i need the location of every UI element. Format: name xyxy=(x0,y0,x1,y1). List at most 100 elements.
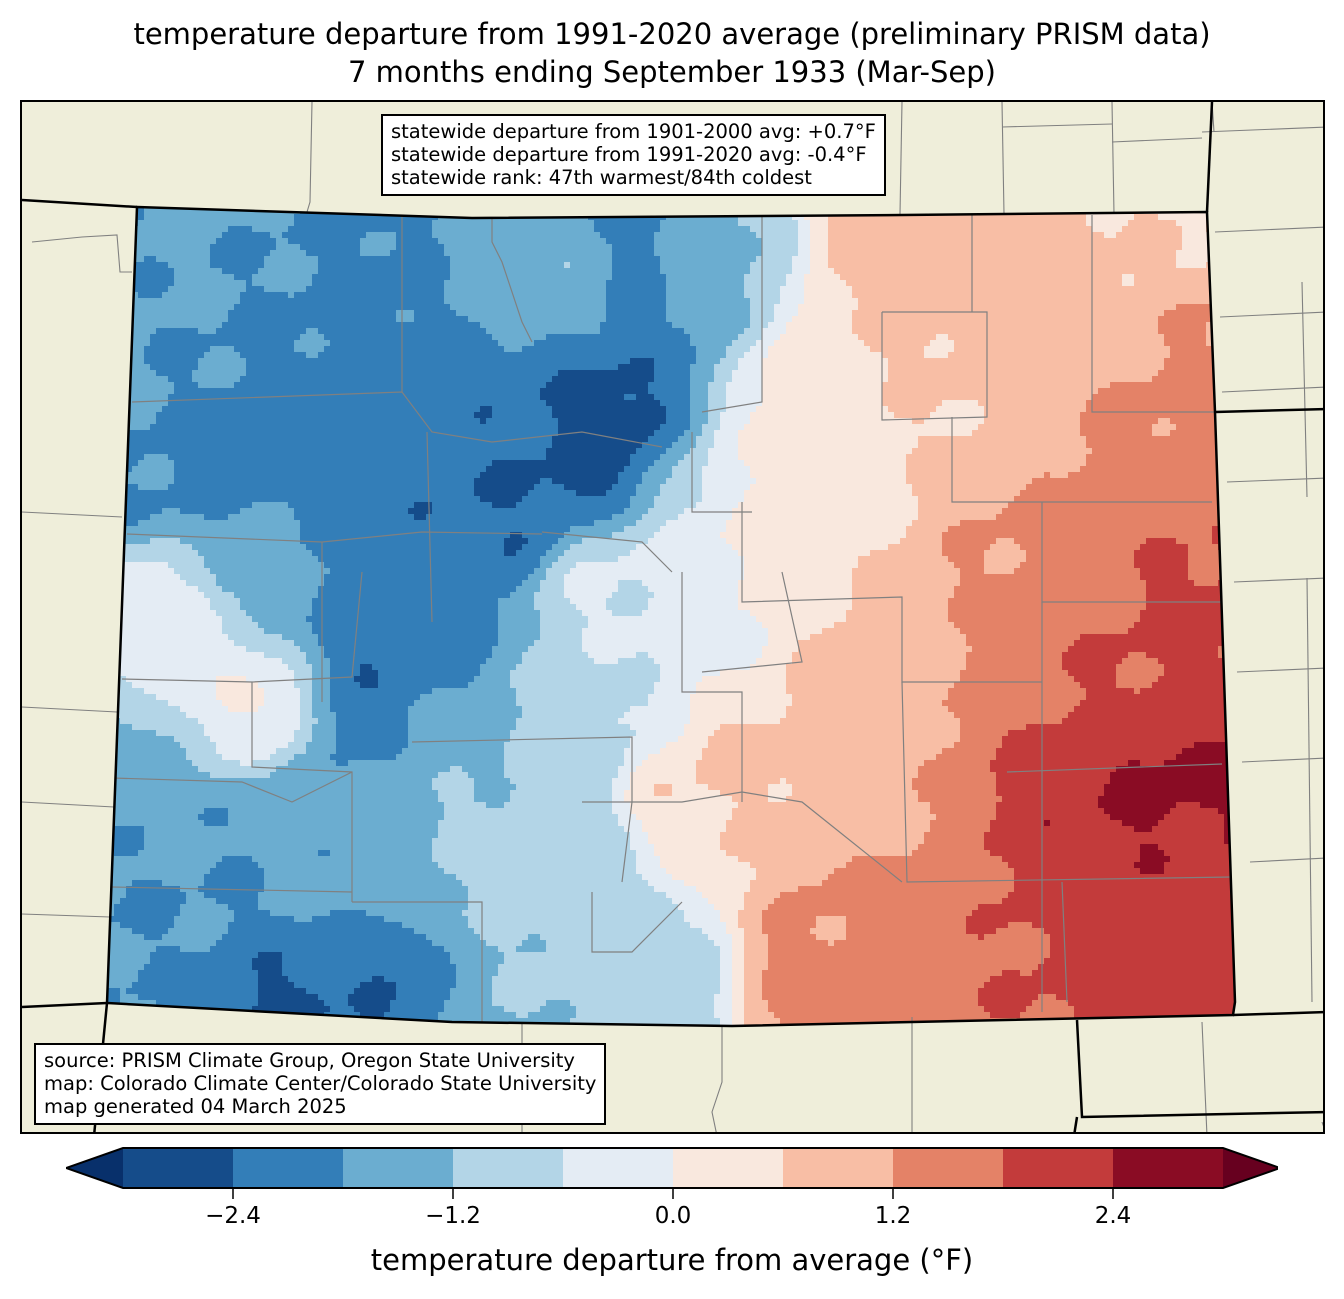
temperature-cell xyxy=(708,454,739,461)
temperature-cell xyxy=(684,730,715,737)
temperature-cell xyxy=(1122,274,1135,281)
temperature-cell xyxy=(582,538,649,545)
temperature-cell xyxy=(798,238,811,245)
temperature-cell xyxy=(258,682,295,689)
temperature-cell xyxy=(1164,814,1225,821)
temperature-cell xyxy=(107,802,445,809)
temperature-cell xyxy=(744,946,769,953)
temperature-cell xyxy=(642,610,751,617)
temperature-cell xyxy=(768,964,1039,971)
temperature-cell xyxy=(1098,796,1235,803)
temperature-cell xyxy=(1086,460,1235,467)
temperature-cell xyxy=(432,232,601,239)
temperature-cell xyxy=(630,772,697,779)
temperature-cell xyxy=(234,274,253,281)
county-line xyxy=(121,571,363,683)
temperature-cell xyxy=(582,640,769,647)
temperature-cell xyxy=(1230,280,1235,287)
temperature-cell xyxy=(300,700,313,707)
temperature-cell xyxy=(930,412,985,419)
temperature-cell xyxy=(480,670,511,677)
temperature-cell xyxy=(828,238,1183,245)
temperature-cell xyxy=(654,850,727,857)
temperature-cell xyxy=(954,622,1135,629)
temperature-cell xyxy=(774,898,1003,905)
temperature-cell xyxy=(107,256,145,263)
temperature-cell xyxy=(720,838,925,845)
temperature-cell xyxy=(1218,544,1235,551)
temperature-cell xyxy=(432,850,637,857)
temperature-cell xyxy=(1140,844,1159,851)
temperature-cell xyxy=(264,286,307,293)
temperature-cell xyxy=(396,754,505,761)
temperature-cell xyxy=(852,856,1003,863)
temperature-cell xyxy=(450,988,493,995)
temperature-cell xyxy=(444,1006,505,1013)
temperature-cell xyxy=(744,460,907,467)
temperature-cell xyxy=(1044,472,1051,479)
county-line xyxy=(1006,763,1223,773)
temperature-cell xyxy=(738,364,763,371)
temperature-cell xyxy=(162,934,223,941)
temperature-cell xyxy=(372,664,481,671)
temperature-cell xyxy=(450,994,493,1001)
temperature-cell xyxy=(918,790,997,797)
temperature-cell xyxy=(744,988,763,995)
temperature-cell xyxy=(984,844,1141,851)
temperature-cell xyxy=(726,928,745,935)
temperature-cell xyxy=(1086,454,1235,461)
temperature-cell xyxy=(792,214,805,221)
temperature-cell xyxy=(492,976,721,983)
temperature-cell xyxy=(1134,562,1189,569)
temperature-cell xyxy=(252,280,313,287)
temperature-cell xyxy=(174,1024,253,1026)
temperature-cell xyxy=(1104,784,1235,791)
temperature-cell xyxy=(107,694,157,701)
temperature-cell xyxy=(1224,820,1235,827)
temperature-cell xyxy=(204,352,241,359)
temperature-cell xyxy=(732,958,745,965)
temperature-cell xyxy=(107,394,169,401)
temperature-cell xyxy=(198,586,223,593)
temperature-cell xyxy=(1128,652,1147,659)
temperature-cell xyxy=(234,592,319,599)
temperature-cell xyxy=(120,994,139,1001)
temperature-cell xyxy=(486,466,625,473)
temperature-field xyxy=(107,207,1235,1026)
temperature-cell xyxy=(690,700,793,707)
temperature-cell xyxy=(960,520,1219,527)
temperature-cell xyxy=(516,550,547,557)
temperature-cell xyxy=(804,274,841,281)
temperature-cell xyxy=(960,580,1147,587)
temperature-cell xyxy=(1146,538,1177,545)
temperature-cell xyxy=(534,340,691,347)
temperature-cell xyxy=(1176,262,1207,269)
temperature-cell xyxy=(480,496,523,503)
temperature-cell xyxy=(107,346,145,353)
temperature-cell xyxy=(738,448,913,455)
temperature-cell xyxy=(107,910,115,917)
temperature-cell xyxy=(378,676,475,683)
temperature-cell xyxy=(750,664,787,671)
temperature-cell xyxy=(684,207,739,209)
temperature-cell xyxy=(918,496,1015,503)
temperature-cell xyxy=(708,448,739,455)
temperature-cell xyxy=(918,844,985,851)
temperature-cell xyxy=(510,796,613,803)
temperature-cell xyxy=(120,922,175,929)
temperature-cell xyxy=(852,586,955,593)
temperature-cell xyxy=(492,1000,547,1007)
temperature-cell xyxy=(654,430,685,437)
temperature-cell xyxy=(107,646,247,653)
temperature-cell xyxy=(414,316,469,323)
temperature-cell xyxy=(330,340,499,347)
temperature-cell xyxy=(492,406,553,413)
temperature-cell xyxy=(216,898,259,905)
temperature-cell xyxy=(107,736,175,743)
temperature-cell xyxy=(750,346,769,353)
temperature-cell xyxy=(408,718,517,725)
temperature-cell xyxy=(1014,868,1141,875)
temperature-cell xyxy=(1002,796,1099,803)
temperature-cell xyxy=(552,442,643,449)
temperature-cell xyxy=(480,934,529,941)
